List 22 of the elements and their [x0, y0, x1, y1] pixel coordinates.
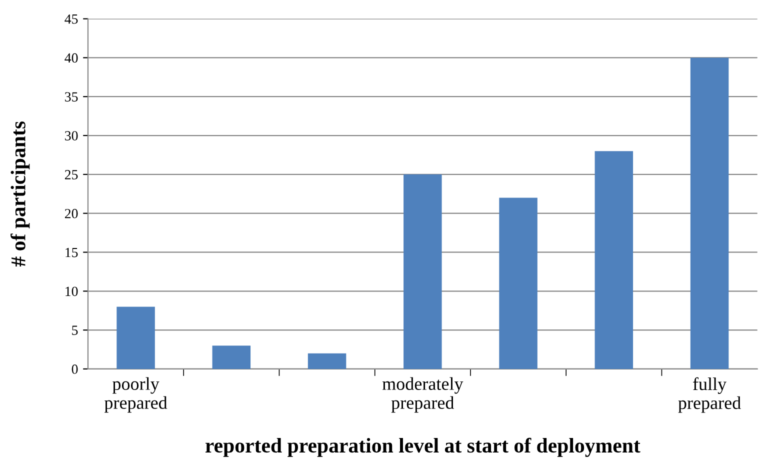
y-tick-label: 30 [65, 131, 78, 140]
bar [308, 353, 346, 369]
y-tick-label: 10 [66, 286, 78, 296]
x-axis-title: reported preparation level at start of deployment [205, 438, 640, 457]
y-tick-label: 35 [65, 92, 78, 102]
y-axis-title: # of participants [10, 121, 30, 267]
bar [116, 306, 155, 369]
y-tick-label: 20 [64, 208, 78, 218]
bar [594, 151, 634, 369]
y-tick-label: 0 [72, 364, 78, 374]
y-tick-label: 15 [66, 248, 78, 258]
bar [690, 58, 729, 369]
bar [404, 174, 442, 369]
y-tick-label: 25 [64, 170, 78, 180]
x-tick-label: fully prepared [678, 377, 741, 413]
bar [499, 198, 538, 369]
x-tick-label: moderately prepared [382, 377, 464, 413]
bar [212, 346, 251, 369]
y-tick-label: 5 [72, 326, 78, 335]
y-tick-label: 45 [64, 14, 78, 24]
y-tick-label: 40 [64, 53, 78, 63]
x-tick-label: poorly prepared [104, 377, 168, 413]
